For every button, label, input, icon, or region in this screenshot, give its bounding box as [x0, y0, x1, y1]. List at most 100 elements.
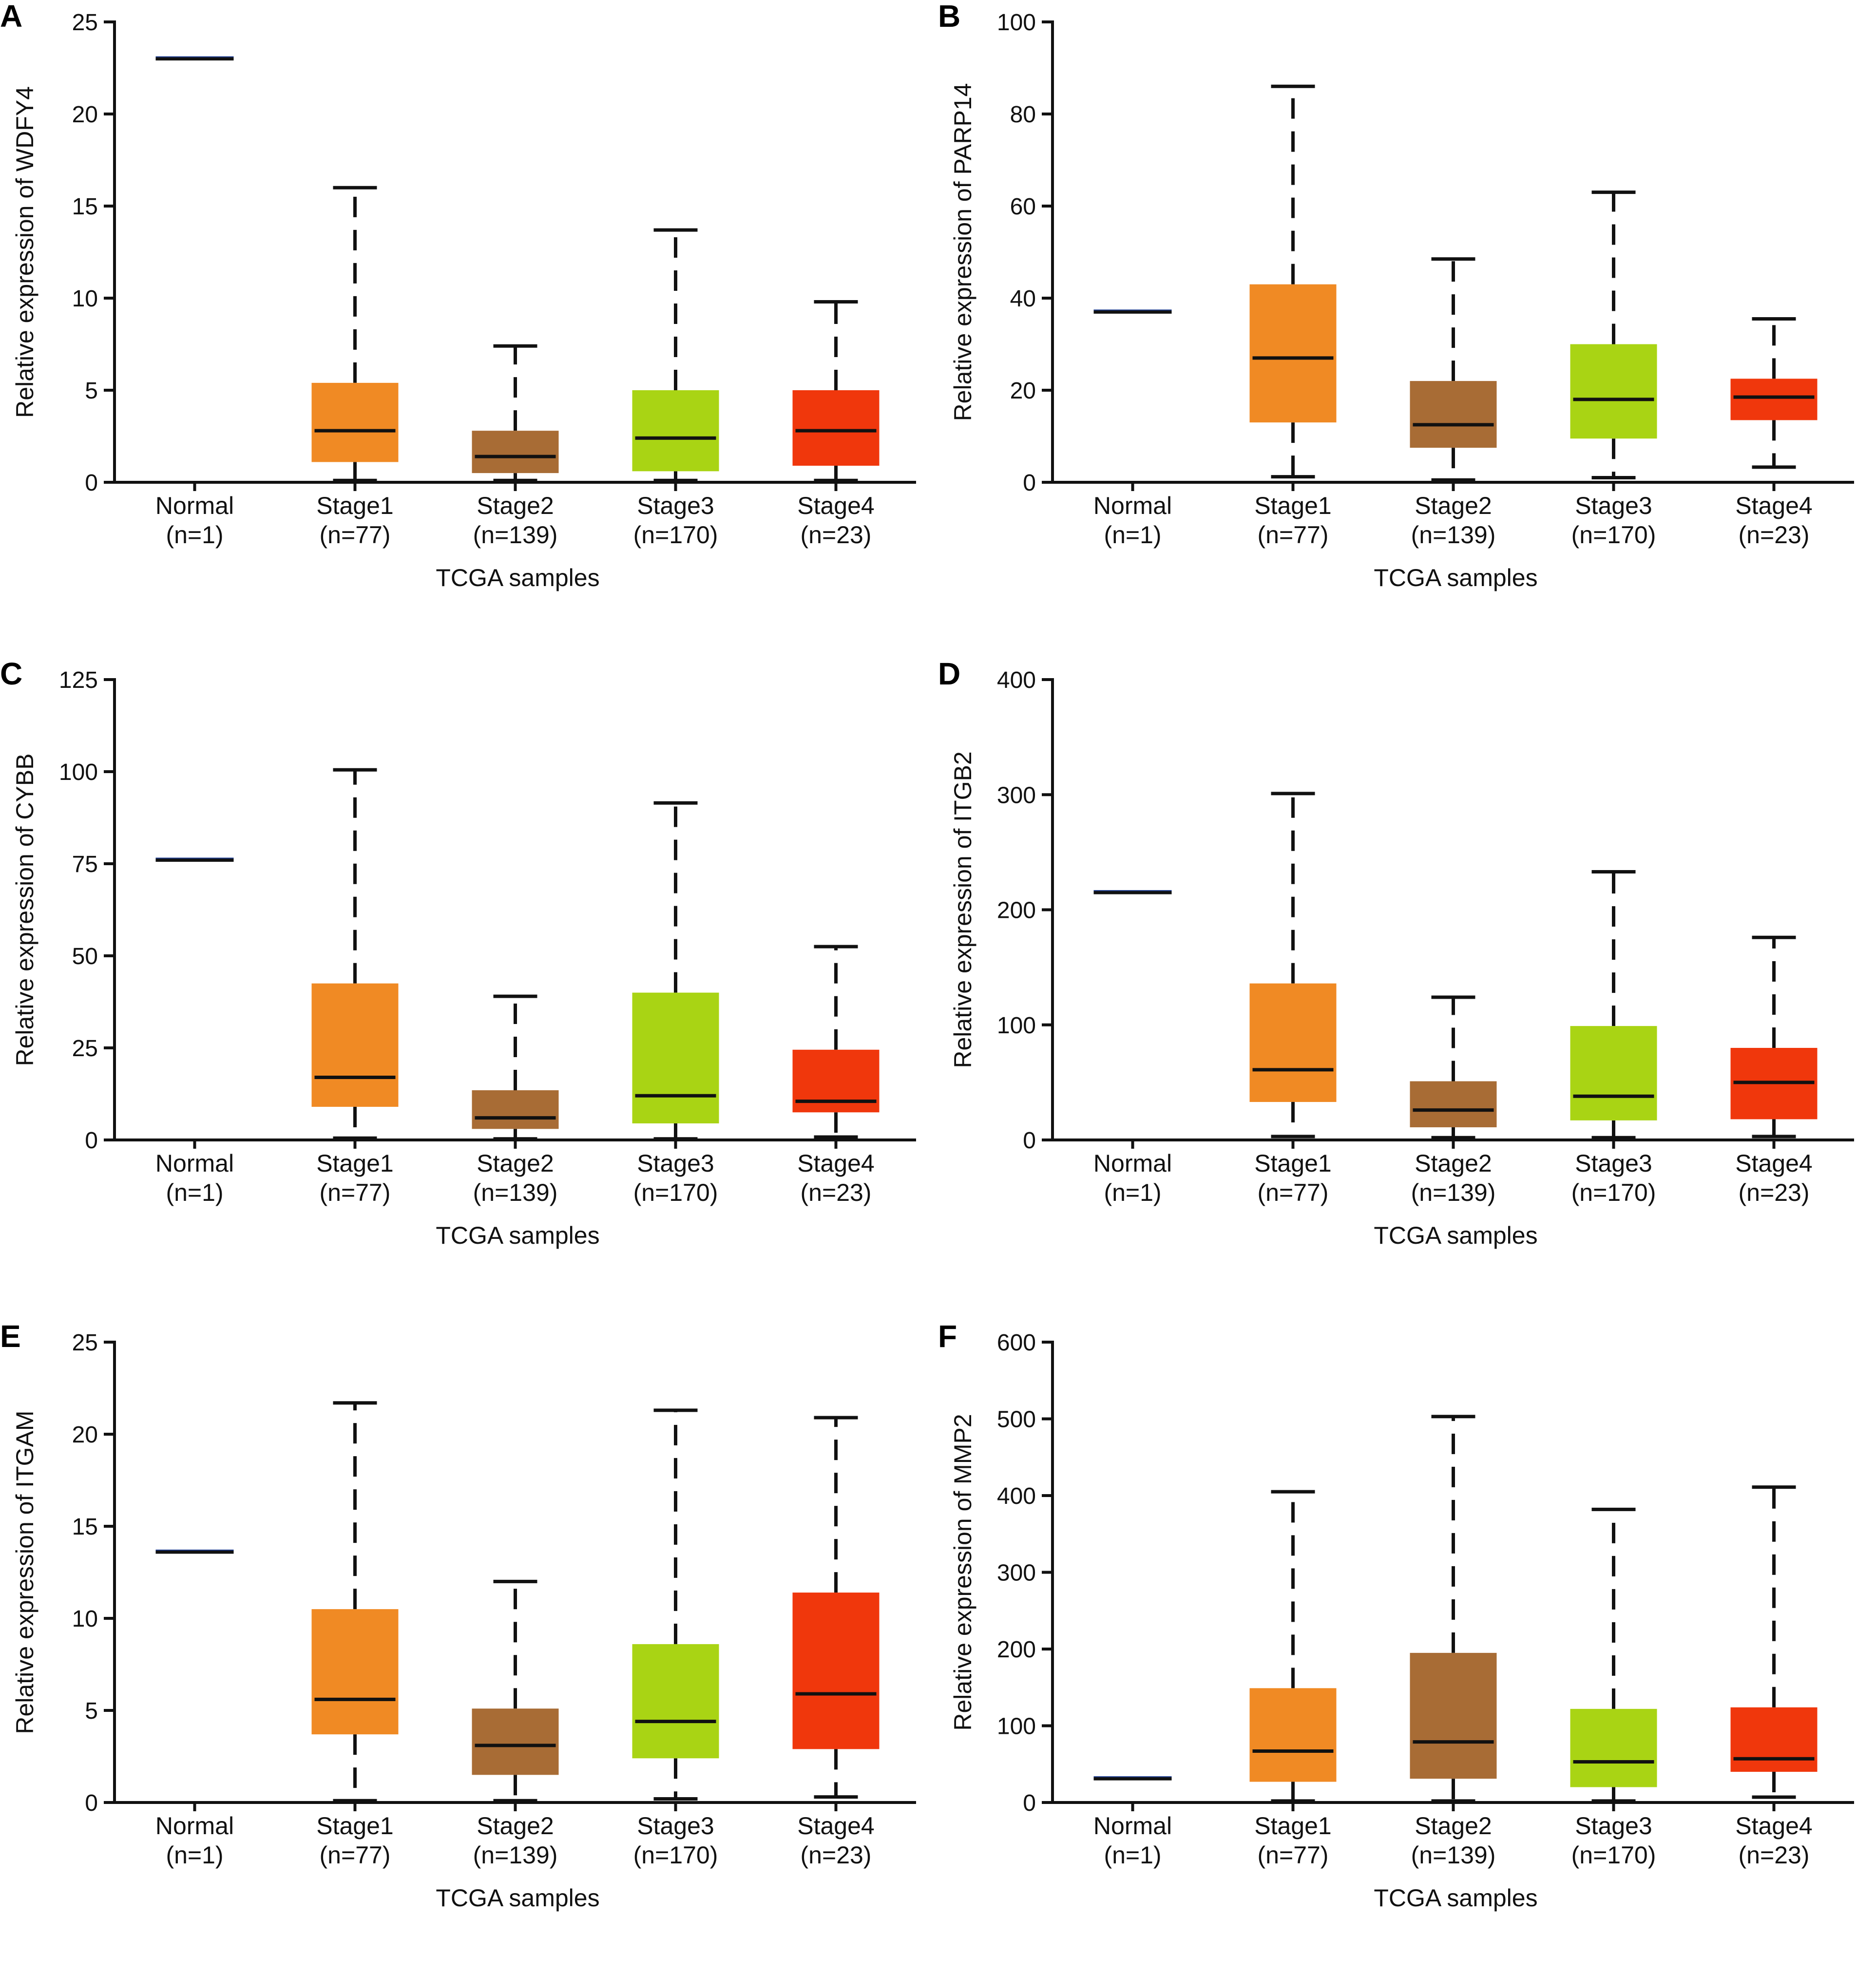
y-tick-label: 500 — [997, 1407, 1036, 1433]
category-count: (n=170) — [633, 1179, 718, 1206]
x-axis-title: TCGA samples — [436, 1222, 599, 1249]
category-count: (n=139) — [473, 521, 558, 549]
panel-c: C Relative expression of CYBB 0 25 50 75 100 12… — [0, 656, 938, 1310]
category-count: (n=170) — [1571, 521, 1656, 549]
category-label: Normal — [155, 1150, 234, 1177]
panel-f: F Relative expression of MMP2 0 100 200 300 40… — [938, 1319, 1876, 1973]
box-stage1 — [1249, 1490, 1337, 1811]
category-label: Stage2 — [477, 1812, 554, 1840]
box-stage2 — [472, 994, 559, 1149]
iqr-box — [311, 382, 399, 462]
category-count: (n=77) — [320, 521, 391, 549]
y-tick-label: 0 — [85, 1790, 98, 1816]
y-tick-label: 20 — [72, 1422, 98, 1448]
box-stage3 — [1570, 870, 1657, 1149]
y-tick-label: 25 — [72, 1330, 98, 1356]
y-tick-label: 25 — [72, 10, 98, 36]
category-label: Stage3 — [1575, 1150, 1652, 1177]
category-label: Stage2 — [477, 1150, 554, 1177]
box-stage3 — [632, 801, 719, 1149]
panel-label: B — [938, 0, 960, 34]
iqr-box — [1249, 284, 1337, 423]
box-stage2 — [1410, 995, 1497, 1149]
box-stage2 — [1410, 257, 1497, 491]
box-stage2 — [472, 344, 559, 491]
y-axis-title: Relative expression of ITGAM — [11, 1410, 38, 1734]
iqr-box — [792, 1593, 880, 1749]
y-tick-label: 40 — [1010, 286, 1036, 312]
y-tick-label: 200 — [997, 898, 1036, 924]
category-label: Stage1 — [1254, 492, 1331, 519]
category-count: (n=170) — [1571, 1841, 1656, 1869]
box-stage2 — [472, 1579, 559, 1811]
chart-svg: D Relative expression of ITGB2 0 100 200 300 4… — [938, 656, 1854, 1249]
iqr-box — [1410, 1652, 1497, 1779]
category-count: (n=139) — [473, 1179, 558, 1206]
panel-e: E Relative expression of ITGAM 0 5 10 15 20 25 N… — [0, 1319, 938, 1973]
x-axis-title: TCGA samples — [436, 1884, 599, 1912]
box-normal — [155, 857, 234, 1149]
box-stage2 — [1410, 1415, 1497, 1811]
category-count: (n=23) — [801, 521, 872, 549]
box-stage4 — [1730, 317, 1818, 491]
category-label: Stage3 — [637, 1150, 714, 1177]
y-tick-label: 300 — [997, 782, 1036, 808]
box-stage3 — [632, 228, 719, 491]
y-tick-label: 80 — [1010, 102, 1036, 128]
box-stage3 — [632, 1408, 719, 1811]
box-stage3 — [1570, 1507, 1657, 1811]
category-count: (n=1) — [166, 1841, 223, 1869]
category-label: Stage4 — [797, 1812, 874, 1840]
category-count: (n=77) — [320, 1841, 391, 1869]
panel-label: D — [938, 656, 960, 691]
iqr-box — [1410, 381, 1497, 448]
iqr-box — [1249, 1688, 1337, 1782]
y-tick-label: 20 — [1010, 378, 1036, 404]
category-label: Normal — [1093, 492, 1172, 519]
box-stage1 — [311, 186, 399, 491]
box-stage1 — [1249, 84, 1337, 491]
box-stage1 — [1249, 792, 1337, 1149]
y-tick-label: 10 — [72, 1606, 98, 1632]
category-count: (n=77) — [1258, 521, 1329, 549]
category-label: Stage2 — [477, 492, 554, 519]
category-count: (n=1) — [166, 1179, 223, 1206]
iqr-box — [472, 1090, 559, 1129]
y-tick-label: 0 — [85, 1128, 98, 1154]
y-tick-label: 600 — [997, 1330, 1036, 1356]
category-count: (n=1) — [1104, 1179, 1161, 1206]
category-label: Stage1 — [316, 1812, 393, 1840]
y-tick-label: 100 — [997, 1013, 1036, 1039]
y-tick-label: 400 — [997, 667, 1036, 693]
x-axis-title: TCGA samples — [436, 564, 599, 591]
box-stage4 — [792, 945, 880, 1149]
iqr-box — [472, 431, 559, 474]
category-label: Stage3 — [1575, 1812, 1652, 1840]
iqr-box — [632, 390, 719, 472]
category-label: Normal — [1093, 1150, 1172, 1177]
category-count: (n=23) — [1739, 521, 1810, 549]
box-stage4 — [792, 300, 880, 491]
category-count: (n=1) — [1104, 521, 1161, 549]
category-label: Stage3 — [637, 1812, 714, 1840]
box-stage4 — [1730, 1485, 1818, 1811]
x-axis-title: TCGA samples — [1374, 564, 1537, 591]
y-tick-label: 0 — [1023, 1790, 1036, 1816]
category-count: (n=77) — [1258, 1179, 1329, 1206]
category-count: (n=139) — [1411, 1841, 1496, 1869]
y-tick-label: 50 — [72, 944, 98, 969]
panel-label: C — [0, 656, 22, 691]
box-normal — [155, 1549, 234, 1811]
iqr-box — [792, 390, 880, 466]
y-tick-label: 75 — [72, 852, 98, 877]
y-tick-label: 25 — [72, 1036, 98, 1062]
category-label: Stage1 — [1254, 1150, 1331, 1177]
category-label: Stage4 — [1735, 1150, 1812, 1177]
chart-svg: A Relative expression of WDFY4 0 5 10 15 20 25 N… — [0, 0, 916, 591]
category-count: (n=23) — [1739, 1841, 1810, 1869]
panel-d: D Relative expression of ITGB2 0 100 200 300 4… — [938, 656, 1876, 1310]
iqr-box — [1570, 344, 1657, 439]
category-count: (n=1) — [1104, 1841, 1161, 1869]
category-label: Stage3 — [637, 492, 714, 519]
